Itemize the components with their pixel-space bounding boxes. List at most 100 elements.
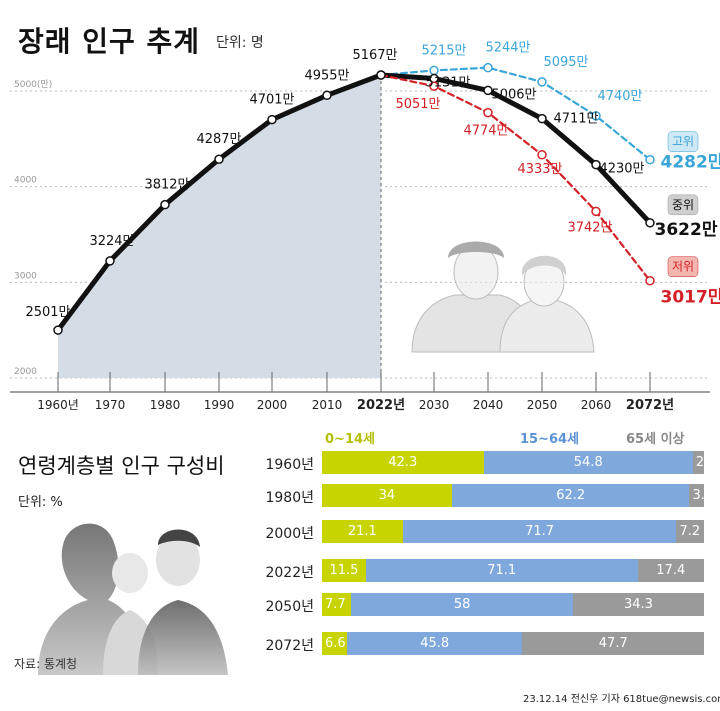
family-illustration — [38, 523, 228, 675]
data-point-high — [591, 111, 601, 121]
y-tick-label: 5000(만) — [14, 79, 52, 90]
bar-value-label: 6.6 — [325, 636, 346, 651]
bar-value-label: 11.5 — [329, 563, 359, 578]
data-label-mid: 5006만 — [491, 87, 536, 102]
x-tick-label: 2072년 — [626, 398, 674, 413]
data-point-low — [645, 275, 655, 286]
bar-value-label: 47.7 — [598, 636, 628, 651]
bar-value-label: 3.8 — [692, 488, 714, 503]
bar-segment-1: 71.1 — [365, 559, 638, 582]
elderly-couple-illustration — [411, 241, 595, 353]
bar-segment-2: 47.7 — [522, 632, 705, 655]
data-point-historical — [267, 114, 277, 125]
credit-label: 23.12.14 전신우 기자 618tue@newsis.com — [523, 694, 720, 705]
series-line-high — [379, 66, 652, 161]
bar-value-label: 2.9 — [695, 455, 717, 470]
bar-legend-2: 65세 이상 — [626, 432, 685, 447]
bar-value-label: 45.8 — [420, 636, 450, 651]
bar-chart-unit: 단위: % — [18, 495, 63, 510]
data-point-mid — [591, 159, 601, 170]
data-point-2022 — [376, 70, 386, 80]
bar-segment-1: 54.8 — [483, 451, 693, 474]
bar-segment-2: 34.3 — [572, 593, 704, 616]
bar-segment-2: 2.9 — [692, 451, 717, 474]
bar-segment-1: 71.7 — [402, 520, 677, 543]
legend-label-mid: 중위 — [672, 198, 694, 212]
bar-value-label: 58 — [453, 597, 471, 612]
data-point-high — [429, 65, 439, 76]
bar-segment-0: 11.5 — [322, 559, 366, 582]
x-tick-label: 2050 — [527, 398, 558, 412]
bar-value-label: 21.1 — [347, 524, 377, 539]
data-label-low: 5051만 — [395, 97, 440, 112]
bar-value-label: 54.8 — [573, 455, 603, 470]
source-label: 자료: 통계청 — [14, 657, 78, 671]
bar-row-label: 2072년 — [265, 638, 314, 654]
bar-value-label: 71.7 — [525, 524, 555, 539]
bar-legend-0: 0~14세 — [325, 432, 375, 447]
data-label-high: 5244만 — [485, 41, 530, 56]
data-label-historical: 4287만 — [196, 132, 241, 147]
x-tick-label: 2040 — [473, 398, 504, 412]
data-label-historical: 4955만 — [304, 68, 349, 83]
x-tick-label: 2010 — [312, 398, 343, 412]
data-point-mid — [645, 218, 655, 228]
y-tick-label: 3000 — [14, 271, 37, 281]
data-label-historical: 3224만 — [89, 234, 134, 249]
y-tick-label: 2000 — [14, 367, 37, 377]
data-point-historical — [214, 154, 224, 164]
bar-segment-0: 6.6 — [322, 632, 348, 655]
legend-label-low: 저위 — [672, 260, 694, 274]
data-label-high: 4740만 — [597, 89, 642, 104]
page-title: 장래 인구 추계 — [18, 25, 201, 58]
data-point-historical — [53, 325, 63, 335]
data-point-high — [645, 154, 655, 165]
legend-badge-mid — [667, 194, 699, 216]
bar-segment-0: 42.3 — [322, 451, 484, 474]
data-label-historical: 5167만 — [352, 48, 397, 63]
historical-area — [58, 75, 381, 378]
data-point-historical — [160, 199, 170, 210]
bar-segment-0: 34 — [322, 484, 452, 507]
data-label-low: 3017만 — [661, 288, 720, 308]
bar-value-label: 62.2 — [556, 488, 586, 503]
data-point-low — [537, 150, 547, 160]
bar-legend-1: 15~64세 — [520, 432, 580, 447]
bar-row-label: 2022년 — [265, 565, 314, 581]
data-point-low — [483, 107, 493, 118]
data-point-low — [429, 81, 439, 91]
x-tick-label: 1990 — [204, 398, 235, 412]
bar-value-label: 34.3 — [624, 597, 653, 612]
legend-label-high: 고위 — [672, 135, 694, 149]
bar-row-label: 1960년 — [265, 457, 314, 473]
bar-segment-1: 45.8 — [347, 632, 523, 655]
bar-segment-2: 3.8 — [689, 484, 713, 507]
data-label-low: 4333만 — [517, 162, 562, 177]
legend-badge-high — [667, 131, 699, 152]
data-label-mid: 5131만 — [425, 75, 470, 90]
unit-label: 단위: 명 — [216, 35, 264, 51]
bar-row-label: 2000년 — [265, 526, 314, 542]
data-label-historical: 2501만 — [25, 305, 70, 320]
data-label-low: 4774만 — [463, 124, 508, 139]
bar-chart-title: 연령계층별 인구 구성비 — [18, 454, 225, 478]
bar-value-label: 17.4 — [656, 563, 686, 578]
bar-value-label: 34 — [378, 488, 396, 503]
data-point-historical — [105, 256, 115, 266]
x-tick-label: 2030 — [419, 398, 450, 412]
data-point-mid — [483, 85, 493, 96]
data-label-high: 5095만 — [543, 55, 588, 70]
bar-row-label: 1980년 — [265, 490, 314, 506]
x-tick-label: 1980 — [150, 398, 181, 412]
bar-segment-1: 58 — [351, 593, 573, 616]
y-tick-label: 4000 — [14, 176, 37, 186]
data-label-mid: 4711만 — [553, 112, 598, 127]
bar-segment-0: 7.7 — [322, 593, 352, 616]
legend-badge-low — [667, 256, 699, 277]
series-line-mid — [378, 72, 653, 226]
bar-segment-2: 17.4 — [637, 559, 704, 582]
data-label-historical: 4701만 — [249, 93, 294, 108]
data-point-high — [537, 77, 547, 87]
x-tick-label: 1970 — [95, 398, 126, 412]
